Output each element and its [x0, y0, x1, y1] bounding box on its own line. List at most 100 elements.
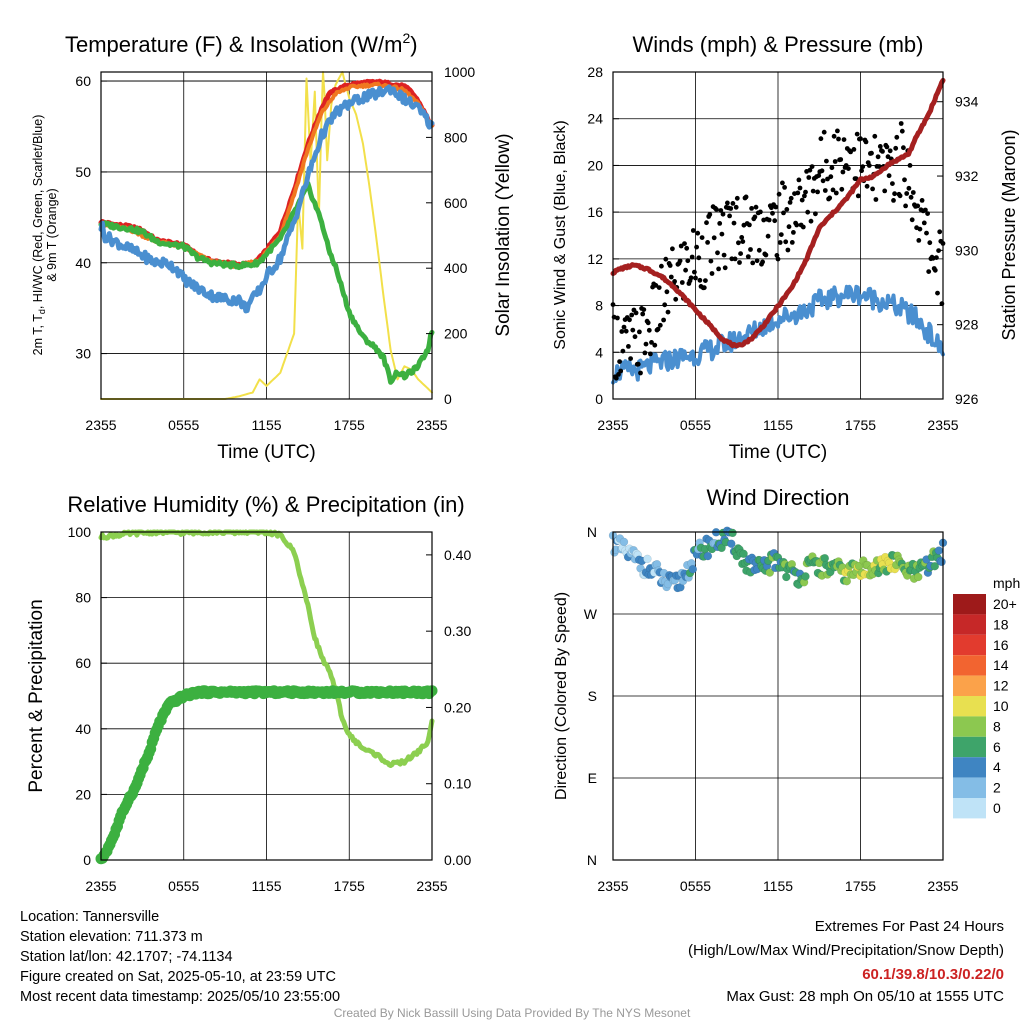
panel1-point-gust: [618, 368, 624, 374]
panel3-point-wind-direction: [703, 551, 713, 561]
panel2-y-tick: 80: [75, 590, 91, 606]
panel1-point-gust: [795, 190, 801, 196]
panel1-point-gust: [643, 341, 649, 347]
panel1-y-tick: 4: [595, 344, 603, 360]
panel1-point-gust: [626, 344, 631, 349]
panel1-y2-tick: 932: [955, 168, 979, 184]
panel3-x-tick: 0555: [680, 878, 711, 894]
panel0-y-label-line2: & 9m T (Orange): [45, 188, 59, 281]
panel1-y-tick: 28: [587, 64, 603, 80]
panel1-point-gust: [908, 194, 914, 200]
colorbar-swatch: [953, 736, 986, 758]
panel1-point-gust: [707, 212, 713, 217]
panel1-point-gust: [824, 158, 829, 164]
panel1-point-gust: [816, 173, 822, 179]
panel1-point-gust: [802, 193, 807, 199]
panel3-point-wind-direction: [801, 572, 810, 581]
panel1-point-gust: [869, 150, 874, 156]
panel1-point-gust: [926, 269, 932, 274]
panel3-point-wind-direction: [717, 543, 726, 553]
panel3-point-wind-direction: [934, 546, 944, 555]
panel1-point-gust: [892, 191, 897, 197]
panel1-point-gust: [646, 327, 652, 333]
panel2-x-tick: 0555: [168, 878, 199, 894]
panel1-point-gust: [848, 149, 853, 155]
panel3-point-wind-direction: [688, 564, 698, 574]
panel0-series-td: [98, 180, 435, 385]
panel1-point-gust: [695, 230, 701, 236]
panel1-point-gust: [672, 279, 677, 284]
panel1-point-gust: [662, 302, 668, 308]
panel1-point-gust: [831, 133, 837, 139]
panel1-point-gust: [628, 356, 633, 361]
panel1-point-gust: [810, 188, 816, 194]
panel1-point-gust: [714, 207, 719, 212]
panel2-y-tick: 40: [75, 721, 91, 737]
panel2-x-tick: 1755: [334, 878, 365, 894]
panel1-point-gust: [828, 174, 834, 180]
panel0-y-label: 2m T, Td, HI/WC (Red, Green, Scarlet/Blu…: [31, 115, 47, 356]
colorbar-label: 8: [993, 718, 1001, 734]
panel1-point-gust: [747, 222, 752, 228]
panel3-x-tick: 2355: [927, 878, 958, 894]
panel0-x-label: Time (UTC): [217, 442, 316, 463]
panel1-point-gust: [813, 211, 818, 217]
panel1-point-gust: [877, 144, 883, 149]
panel1-point-gust: [784, 207, 790, 212]
panel1-point-gust: [701, 285, 707, 291]
panel1-point-gust: [657, 322, 663, 328]
panel2-y-tick: 100: [68, 524, 92, 540]
panel1-point-gust: [668, 274, 674, 280]
panel1-point-gust: [882, 188, 888, 194]
panel3-point-wind-direction: [728, 528, 737, 538]
panel1-point-gust: [616, 372, 621, 377]
panel1-point-gust: [685, 258, 691, 264]
panel1-point-gust: [629, 312, 635, 318]
panel0-y2-tick: 400: [444, 260, 468, 276]
panel1-point-gust: [919, 198, 925, 203]
panel1-point-gust: [800, 224, 806, 230]
panel1-point-gust: [855, 193, 861, 199]
panel1-point-gust: [809, 164, 815, 170]
panel1-point-gust: [753, 204, 759, 210]
panel1-point-gust: [630, 327, 636, 333]
created-label: Figure created on Sat, 2025-05-10, at 23…: [20, 969, 336, 985]
panel1-point-gust: [873, 197, 879, 202]
panel1-point-gust: [763, 252, 769, 258]
panel1-point-gust: [859, 168, 864, 174]
panel1-point-gust: [645, 320, 651, 326]
panel1-point-gust: [835, 128, 840, 134]
panel1-point-gust: [820, 178, 826, 184]
panel1-point-gust: [734, 195, 740, 201]
panel1-y-label: Sonic Wind & Gust (Blue, Black): [552, 120, 569, 349]
panel1-point-gust: [827, 195, 833, 201]
panel1-point-gust: [765, 233, 771, 239]
panel0-series-hi-wc: [98, 84, 435, 314]
panel1-point-gust: [748, 247, 753, 252]
panel3-point-wind-direction: [643, 554, 652, 564]
panel3-point-wind-direction: [765, 568, 775, 577]
panel1-point-gust: [697, 277, 703, 283]
panel1-point-gust: [661, 317, 666, 323]
panel1-point-gust: [688, 275, 694, 281]
panel1-point-gust: [916, 238, 922, 243]
panel1-point-gust: [923, 207, 928, 213]
panel1-point-gust: [750, 260, 756, 266]
panel1-point-gust: [776, 191, 782, 197]
panel3-y-tick: N: [587, 524, 597, 540]
panel1-point-gust: [699, 235, 705, 241]
panel1-point-gust: [917, 226, 923, 232]
panel1-point-gust: [621, 324, 627, 330]
panel1-point-gust: [788, 195, 794, 201]
panel1-point-gust: [906, 185, 912, 191]
panel1-point-gust: [732, 256, 738, 262]
panel1-point-gust: [627, 317, 632, 323]
panel3-frame: [612, 531, 944, 861]
panel0-title: Temperature (F) & Insolation (W/m2): [65, 30, 418, 57]
panel1-point-gust: [715, 250, 720, 256]
panel1-point-gust: [840, 169, 846, 175]
panel0-frame: [100, 71, 433, 400]
panel1-point-gust: [854, 131, 860, 137]
panel1-point-gust: [866, 163, 872, 168]
panel1-point-gust: [787, 200, 793, 205]
